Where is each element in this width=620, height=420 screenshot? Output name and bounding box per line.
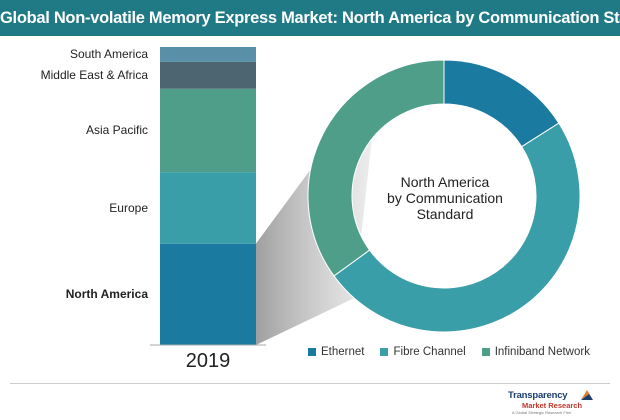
legend: Ethernet Fibre Channel Infiniband Networ… — [308, 344, 590, 360]
legend-item-ethernet: Ethernet — [308, 346, 364, 358]
legend-swatch — [308, 348, 316, 356]
donut-chart — [307, 59, 581, 333]
legend-swatch — [481, 348, 490, 356]
bar-segment-label: South America — [69, 47, 148, 62]
bar-segment-label: Asia Pacific — [85, 123, 148, 138]
legend-label: Infiniband Network — [494, 346, 590, 358]
bar-segment-asia-pacific — [160, 88, 256, 173]
legend-label: Fibre Channel — [393, 346, 466, 358]
donut-center-line: North America — [400, 174, 490, 190]
chart-title: Global Non-volatile Memory Express Marke… — [0, 0, 620, 36]
logo-mark-icon — [581, 390, 593, 400]
bar-segment-label: North America — [65, 287, 148, 302]
donut-center-line: by Communication — [387, 190, 503, 206]
bar-segment-europe — [160, 172, 256, 244]
legend-swatch — [380, 348, 389, 356]
bar-segment-middle-east-and-africa — [160, 61, 256, 89]
donut-slice-fibre-channel — [333, 122, 581, 333]
donut-slice-infiniband-network — [307, 59, 445, 277]
legend-item-infiniband-network: Infiniband Network — [481, 346, 590, 358]
stacked-bar — [160, 47, 256, 345]
donut-center-label: North America by Communication Standard — [360, 174, 530, 222]
donut-center-line: Standard — [416, 206, 474, 222]
logo-text: A Global Strategic Research Firm — [512, 410, 572, 415]
brand-logo: Transparency Market Research A Global St… — [508, 388, 594, 416]
legend-item-fibre-channel: Fibre Channel — [380, 346, 466, 358]
bar-category-label: 2019 — [185, 350, 231, 372]
bar-segment-north-america — [160, 243, 256, 345]
legend-label: Ethernet — [321, 346, 365, 358]
logo-text: Transparency — [508, 390, 568, 401]
logo-text: Market Research — [522, 401, 583, 410]
footer-divider — [10, 383, 610, 384]
bar-segment-south-america — [160, 47, 256, 62]
bar-segment-label: Middle East & Africa — [40, 68, 148, 83]
bar-segment-label: Europe — [109, 200, 148, 215]
